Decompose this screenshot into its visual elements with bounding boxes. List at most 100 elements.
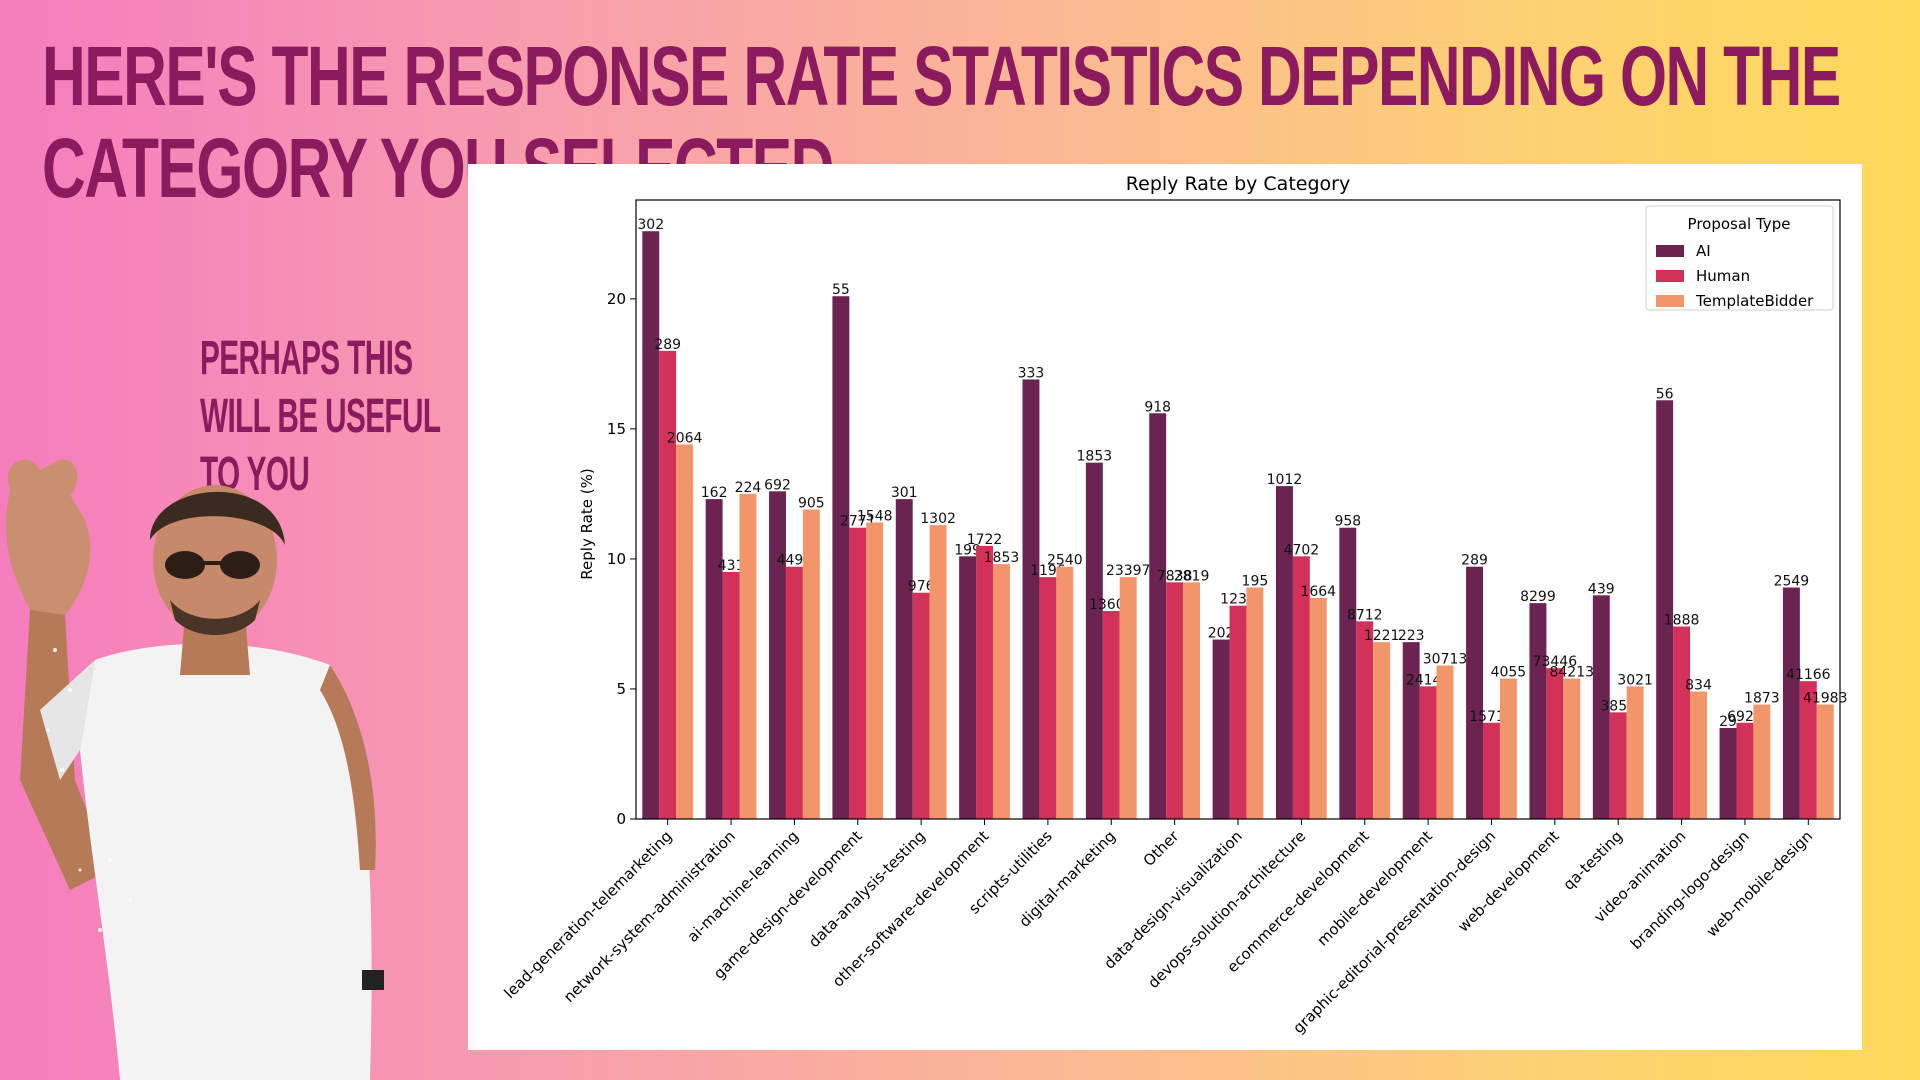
x-tick-label-12: mobile-development [1313, 827, 1436, 950]
bar-human-18 [1799, 681, 1817, 819]
bar-label-templatebidder-3: 1548 [857, 509, 893, 525]
bar-ai-15 [1592, 595, 1610, 819]
bar-ai-0 [642, 231, 660, 819]
bar-label-templatebidder-13: 4055 [1491, 665, 1527, 681]
bar-label-templatebidder-2: 905 [798, 496, 825, 512]
bar-ai-12 [1402, 642, 1420, 819]
x-tick-label-8: Other [1140, 827, 1183, 870]
bar-label-human-16: 1888 [1664, 613, 1700, 629]
bar-label-human-0: 289 [654, 337, 681, 353]
bar-ai-13 [1466, 566, 1484, 819]
bar-human-15 [1609, 712, 1627, 819]
bar-label-ai-17: 29 [1719, 714, 1737, 730]
bar-human-1 [722, 571, 740, 819]
bar-label-templatebidder-4: 1302 [920, 511, 956, 527]
bar-label-human-4: 976 [908, 579, 935, 595]
y-axis-label: Reply Rate (%) [578, 468, 596, 579]
bar-label-templatebidder-9: 195 [1242, 574, 1269, 590]
bar-human-5 [976, 545, 993, 819]
legend-label-human: Human [1696, 267, 1750, 285]
y-tick-label-5: 5 [616, 680, 626, 698]
x-tick-label-4: data-analysis-testing [805, 827, 929, 951]
bar-human-9 [1229, 605, 1247, 819]
legend-swatch-templatebidder [1656, 295, 1684, 307]
legend-frame [1645, 205, 1834, 311]
bar-label-ai-4: 301 [891, 485, 918, 501]
bar-label-templatebidder-10: 1664 [1300, 584, 1336, 600]
bar-templatebidder-1 [739, 493, 757, 819]
bar-label-templatebidder-6: 2540 [1047, 553, 1083, 569]
bar-label-ai-16: 56 [1656, 386, 1674, 402]
bar-label-human-18: 41166 [1786, 667, 1831, 683]
bar-ai-4 [895, 499, 913, 819]
bar-templatebidder-4 [929, 525, 947, 819]
bar-templatebidder-15 [1626, 686, 1644, 819]
bar-label-ai-13: 289 [1461, 553, 1488, 569]
bar-templatebidder-14 [1563, 678, 1581, 819]
bar-label-templatebidder-7: 23397 [1106, 563, 1151, 579]
bar-templatebidder-10 [1309, 597, 1327, 819]
bar-human-2 [785, 566, 803, 819]
bar-templatebidder-2 [802, 509, 820, 819]
bar-human-11 [1356, 621, 1374, 819]
bar-templatebidder-7 [1119, 577, 1137, 819]
bar-label-templatebidder-12: 30713 [1423, 652, 1468, 668]
chart-panel: Reply Rate by Category Reply Rate (%) 30… [468, 164, 1862, 1050]
bar-ai-3 [832, 296, 850, 819]
x-tick-label-15: qa-testing [1559, 827, 1626, 894]
bar-label-templatebidder-18: 41983 [1803, 691, 1848, 707]
chart-title: Reply Rate by Category [1126, 173, 1350, 195]
reply-rate-chart: Reply Rate by Category Reply Rate (%) 30… [501, 173, 1848, 1037]
bar-label-human-1: 431 [718, 558, 745, 574]
bar-label-ai-12: 223 [1398, 628, 1425, 644]
bar-ai-8 [1149, 413, 1167, 819]
bar-ai-17 [1719, 727, 1737, 819]
bar-templatebidder-8 [1183, 582, 1201, 819]
bar-templatebidder-3 [866, 522, 884, 819]
bar-label-ai-7: 1853 [1077, 449, 1113, 465]
bar-templatebidder-17 [1753, 704, 1771, 819]
bar-templatebidder-11 [1373, 642, 1391, 819]
bar-label-human-14: 73446 [1533, 654, 1578, 670]
bar-label-ai-0: 302 [637, 217, 664, 233]
bar-label-templatebidder-16: 834 [1685, 678, 1712, 694]
bar-ai-16 [1656, 400, 1674, 819]
bar-label-ai-8: 918 [1144, 399, 1171, 415]
bar-human-10 [1292, 556, 1310, 819]
bar-ai-18 [1782, 587, 1800, 819]
bar-human-3 [849, 527, 867, 819]
bar-human-16 [1673, 626, 1691, 819]
bar-label-templatebidder-14: 84213 [1549, 665, 1594, 681]
bar-ai-6 [1022, 379, 1040, 819]
bar-label-ai-15: 439 [1588, 581, 1615, 597]
bar-label-templatebidder-1: 224 [735, 480, 762, 496]
bar-ai-9 [1212, 639, 1230, 819]
bar-templatebidder-12 [1436, 665, 1454, 819]
bar-ai-14 [1529, 603, 1547, 819]
bar-human-7 [1102, 610, 1120, 819]
bar-label-human-8: 7838 [1157, 568, 1193, 584]
bar-ai-5 [959, 556, 977, 819]
bar-label-ai-11: 958 [1334, 514, 1361, 530]
bar-label-human-10: 4702 [1284, 542, 1320, 558]
bar-label-templatebidder-8: 2819 [1174, 568, 1210, 584]
bar-label-templatebidder-17: 1873 [1744, 691, 1780, 707]
legend-title: Proposal Type [1688, 215, 1791, 233]
bar-ai-2 [769, 491, 786, 819]
bar-label-ai-5: 199 [954, 542, 981, 558]
bar-label-ai-6: 333 [1018, 365, 1045, 381]
legend: Proposal Type AI Human TemplateBidder [1645, 205, 1834, 311]
x-tick-label-17: branding-logo-design [1627, 827, 1753, 953]
bar-templatebidder-9 [1246, 587, 1264, 819]
bar-label-human-11: 8712 [1347, 607, 1383, 623]
bar-ai-7 [1085, 462, 1103, 819]
x-tick-label-2: ai-machine-learning [684, 827, 803, 946]
bar-human-0 [659, 350, 677, 819]
bar-label-human-5: 1722 [967, 532, 1003, 548]
bar-label-ai-18: 2549 [1774, 574, 1810, 590]
bar-label-templatebidder-15: 3021 [1617, 672, 1653, 688]
legend-label-templatebidder: TemplateBidder [1695, 292, 1814, 310]
y-tick-label-15: 15 [607, 420, 626, 438]
bar-label-templatebidder-0: 2064 [667, 430, 703, 446]
bar-human-12 [1419, 686, 1437, 819]
